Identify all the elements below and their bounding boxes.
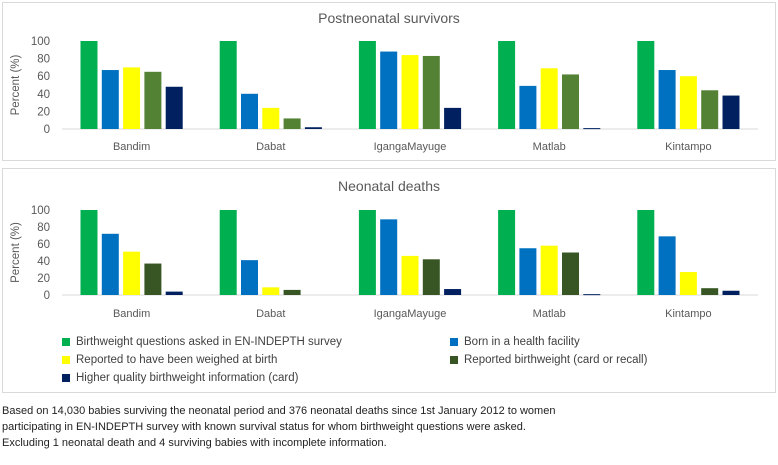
bar [701, 288, 719, 295]
bar [358, 210, 376, 295]
bar [422, 259, 440, 295]
bar [358, 41, 376, 129]
category-label: Bandim [113, 141, 150, 153]
y-tick-label: 0 [44, 290, 50, 302]
y-tick-label: 20 [37, 106, 50, 118]
bar [262, 107, 280, 129]
chart-title: Neonatal deaths [338, 178, 440, 194]
legend-label: Reported to have been weighed at birth [76, 354, 278, 366]
charts-canvas: Postneonatal survivors 0 20 40 60 80 100 Percen… [10, 10, 758, 320]
bar [101, 70, 119, 129]
bar [80, 41, 98, 129]
bar [444, 107, 462, 129]
bar [219, 41, 237, 129]
legend-item: Reported birthweight (card or recall) [450, 354, 647, 366]
y-tick-label: 20 [37, 273, 50, 285]
category-label: Dabat [256, 308, 285, 320]
legend-item: Birthweight questions asked in EN-INDEPT… [62, 336, 342, 348]
legend-item: Reported to have been weighed at birth [62, 354, 277, 366]
bar [144, 263, 162, 295]
category-label: IgangaMayuge [374, 141, 447, 153]
y-axis-label: Percent (%) [10, 54, 22, 115]
bar [380, 219, 398, 295]
legend-item: Born in a health facility [450, 336, 580, 348]
y-axis-label: Percent (%) [10, 222, 22, 283]
category-label: Matlab [533, 141, 566, 153]
y-tick-label: 100 [31, 36, 50, 48]
bar [722, 290, 740, 295]
bar [519, 85, 537, 129]
chart-title: Postneonatal survivors [318, 10, 460, 26]
category-label: Dabat [256, 141, 285, 153]
legend-item: Higher quality birthweight information (… [62, 372, 298, 384]
y-tick-label: 40 [37, 256, 50, 268]
bar [283, 118, 301, 129]
bar [283, 289, 301, 295]
bar [658, 70, 676, 129]
bar [540, 68, 558, 129]
bar [498, 210, 516, 295]
legend-swatch [450, 356, 458, 364]
bar [637, 210, 655, 295]
bar [304, 127, 322, 129]
bar [498, 41, 516, 129]
bar [144, 71, 162, 129]
y-tick-label: 100 [31, 205, 50, 217]
bar [401, 55, 419, 129]
bar [123, 251, 141, 295]
bar [701, 90, 719, 129]
category-label: Bandim [113, 308, 150, 320]
y-tick-label: 0 [44, 124, 50, 136]
category-label: IgangaMayuge [374, 308, 447, 320]
bar [679, 272, 697, 295]
bar [165, 86, 183, 129]
bar [722, 95, 740, 129]
footnote-line: participating in EN-INDEPTH survey with … [2, 421, 526, 433]
bar [637, 41, 655, 129]
y-tick-label: 40 [37, 89, 50, 101]
legend-swatch [62, 338, 70, 346]
y-tick-label: 60 [37, 239, 50, 251]
y-tick-label: 60 [37, 71, 50, 83]
bar [583, 128, 601, 130]
footnote-line: Based on 14,030 babies surviving the neo… [2, 405, 556, 417]
footnote-line: Excluding 1 neonatal death and 4 survivi… [2, 437, 387, 449]
legend-label: Born in a health facility [464, 336, 580, 348]
category-label: Kintampo [665, 308, 711, 320]
bar [658, 236, 676, 295]
bar [165, 291, 183, 295]
bar [380, 51, 398, 130]
legend-swatch [450, 338, 458, 346]
legend-label: Reported birthweight (card or recall) [464, 354, 648, 366]
bar [262, 287, 280, 295]
bar [679, 76, 697, 129]
bar [401, 255, 419, 295]
bar [101, 233, 119, 295]
bar [562, 74, 579, 129]
legend-label: Birthweight questions asked in EN-INDEPT… [76, 336, 342, 348]
legend-swatch [62, 356, 70, 364]
legend-swatch [62, 374, 70, 382]
bar [219, 210, 237, 295]
bar [583, 294, 601, 296]
bar [123, 67, 141, 129]
y-tick-label: 80 [37, 54, 50, 66]
category-label: Matlab [533, 308, 566, 320]
category-label: Kintampo [665, 141, 711, 153]
legend-label: Higher quality birthweight information (… [76, 372, 299, 384]
bar [241, 93, 258, 129]
bar [422, 55, 440, 129]
bar [241, 260, 258, 295]
bar [80, 210, 98, 295]
bar [444, 289, 462, 295]
bar [540, 245, 558, 295]
bar [519, 248, 537, 295]
bar [562, 252, 579, 295]
y-tick-label: 80 [37, 222, 50, 234]
footnote: Based on 14,030 babies surviving the neo… [2, 403, 555, 451]
